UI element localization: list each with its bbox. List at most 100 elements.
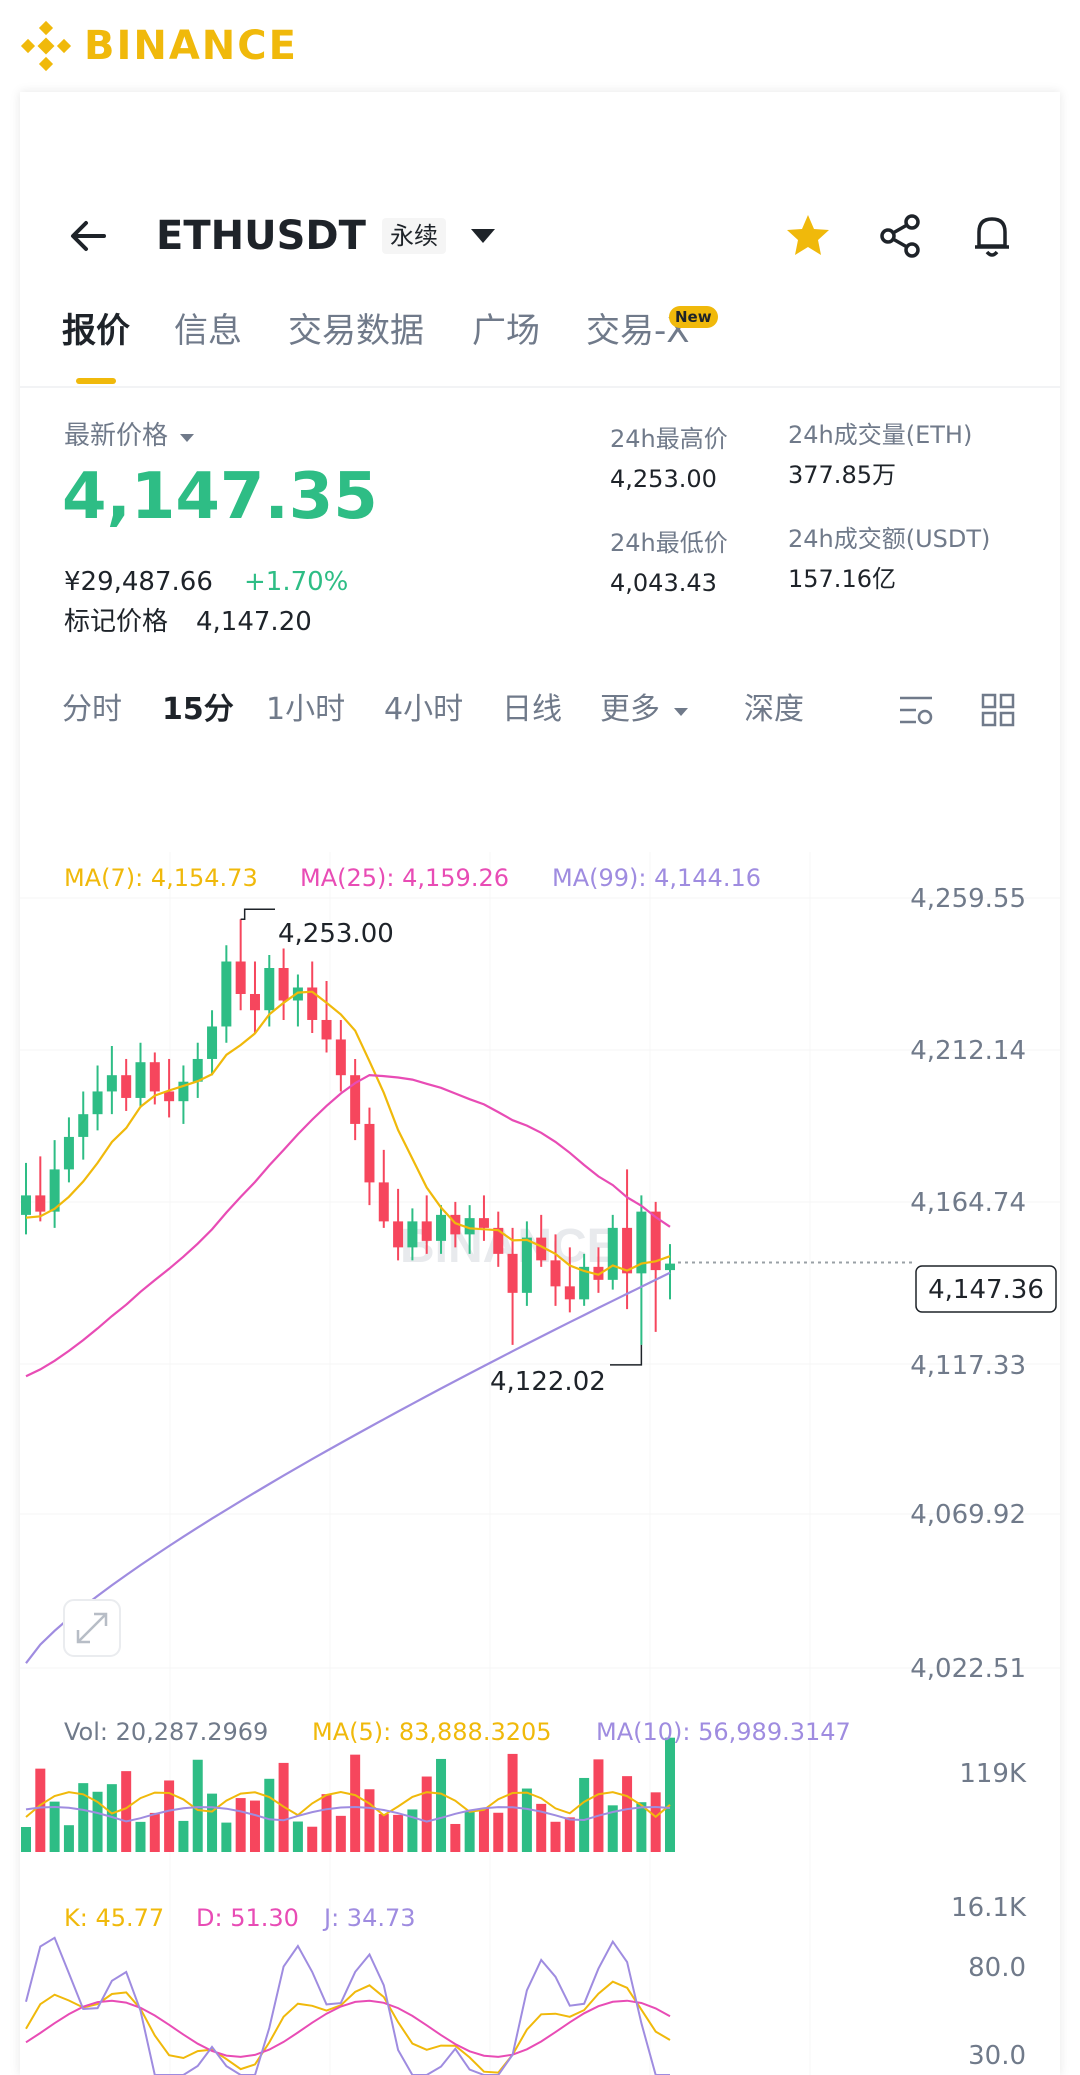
y-tick-label: 4,164.74 (910, 1188, 1026, 1218)
candle (564, 1286, 575, 1300)
candle (507, 1253, 518, 1293)
volume-bar (393, 1814, 404, 1852)
caret-down-icon (673, 707, 688, 716)
candle (436, 1214, 447, 1241)
d-line (25, 1999, 671, 2058)
volume-bar (78, 1783, 89, 1852)
fullscreen-expand-icon[interactable] (63, 1599, 121, 1657)
candle (335, 1039, 346, 1076)
volume-bar (321, 1794, 332, 1852)
divider (20, 386, 1060, 388)
volume-bar (350, 1754, 361, 1852)
candle (164, 1091, 175, 1102)
tab-info[interactable]: 信息 (174, 311, 242, 351)
candle (579, 1266, 590, 1300)
current-price-tag (915, 1265, 1057, 1313)
last-price-label[interactable]: 最新价格 (64, 418, 198, 454)
volume-bar (636, 1802, 647, 1852)
interval-1d[interactable]: 日线 (502, 692, 562, 727)
y-tick-label: 4,117.33 (910, 1351, 1026, 1381)
symbol-title[interactable]: ETHUSDT (156, 213, 366, 259)
volume-bar (21, 1827, 31, 1852)
j-line (25, 1936, 670, 2075)
candle (478, 1218, 489, 1228)
last-price: 4,147.35 (62, 460, 378, 534)
tab-square[interactable]: 广场 (472, 311, 540, 351)
volume-eth-value: 377.85万 (788, 461, 896, 489)
candle (350, 1075, 361, 1124)
volume-bar (292, 1821, 303, 1852)
y-tick-label: 4,259.55 (910, 884, 1026, 914)
d-legend: D: 51.30 (196, 1904, 299, 1932)
candle (393, 1221, 404, 1248)
candle (493, 1227, 504, 1254)
tab-trading-data[interactable]: 交易数据 (288, 311, 424, 351)
candle (264, 968, 275, 1011)
candle (192, 1058, 203, 1082)
candle (378, 1182, 389, 1222)
volume-bar (607, 1805, 618, 1852)
volume-tick-label: 16.1K (951, 1893, 1027, 1923)
candle (178, 1081, 189, 1102)
tab-quote[interactable]: 报价 (62, 311, 130, 351)
volume-bar (378, 1814, 389, 1852)
kdj-tick-label: 80.0 (968, 1953, 1026, 1983)
volume-bar (63, 1825, 74, 1852)
volume-bar (307, 1826, 318, 1852)
volume-usdt-label: 24h成交额(USDT) (788, 525, 991, 553)
candle (593, 1266, 604, 1280)
volume-bar (665, 1737, 675, 1852)
candle (278, 968, 289, 1001)
volume-bar (221, 1822, 232, 1852)
chart-grid (20, 852, 1060, 2075)
volume-bar (121, 1771, 132, 1852)
mark-price-value: 4,147.20 (196, 607, 312, 637)
low-24h-label: 24h最低价 (610, 529, 728, 557)
low-marker-line (610, 1344, 643, 1366)
interval-depth[interactable]: 深度 (744, 692, 804, 727)
indicator-settings-icon[interactable] (896, 690, 936, 730)
candlestick-chart[interactable]: BINANCE MA(7): 4,154.73 MA(25): 4,159.26… (20, 752, 1060, 2075)
candle (650, 1211, 661, 1271)
low-price-marker: 4,122.02 (490, 1367, 606, 1397)
interval-15m[interactable]: 15分 (162, 692, 234, 727)
candle (78, 1114, 89, 1137)
candle (364, 1123, 375, 1183)
volume-bar (264, 1778, 275, 1852)
volume-bar (364, 1789, 375, 1852)
volume-bar (192, 1759, 203, 1852)
volume-bar (521, 1788, 532, 1852)
volume-legend: Vol: 20,287.2969 (64, 1718, 268, 1746)
star-icon[interactable] (782, 210, 834, 262)
volume-bar (249, 1800, 260, 1852)
volume-bar (493, 1812, 504, 1852)
candle (35, 1195, 46, 1212)
chevron-down-icon[interactable] (466, 218, 500, 252)
share-icon[interactable] (874, 210, 926, 262)
ma25-legend: MA(25): 4,159.26 (300, 864, 509, 892)
k-legend: K: 45.77 (64, 1904, 164, 1932)
cny-price: ¥29,487.66 (64, 567, 213, 597)
interval-4h[interactable]: 4小时 (384, 692, 464, 727)
candle (207, 1026, 218, 1059)
back-arrow-icon[interactable] (64, 212, 112, 260)
ma25-line (25, 1073, 671, 1378)
grid-layout-icon[interactable] (978, 690, 1018, 730)
candle (121, 1075, 132, 1098)
volume-bar (550, 1821, 561, 1852)
volume-bar (421, 1776, 432, 1852)
candle (21, 1195, 31, 1215)
interval-timeline[interactable]: 分时 (62, 692, 122, 727)
interval-more[interactable]: 更多 (600, 688, 692, 732)
volume-bar (135, 1821, 146, 1852)
volume-bar (149, 1812, 160, 1852)
y-tick-label: 4,069.92 (910, 1500, 1026, 1530)
interval-1h[interactable]: 1小时 (266, 692, 346, 727)
volume-bar (49, 1801, 60, 1852)
high-24h-value: 4,253.00 (610, 465, 717, 493)
volume-bar (164, 1780, 175, 1852)
candle (550, 1260, 561, 1287)
bell-icon[interactable] (966, 210, 1018, 262)
volume-bar (507, 1753, 518, 1852)
volume-bar (464, 1811, 475, 1852)
